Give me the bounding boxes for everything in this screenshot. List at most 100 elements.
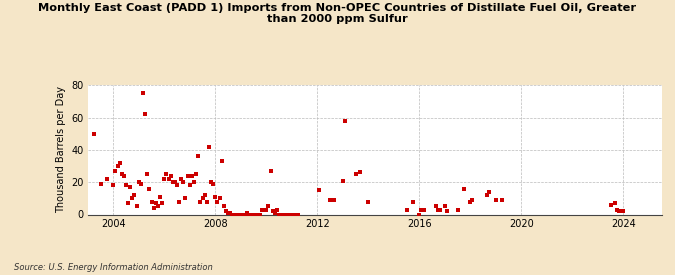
Point — [259, 207, 269, 212]
Point — [197, 196, 208, 200]
Point — [140, 112, 151, 117]
Point — [214, 196, 225, 200]
Point — [416, 207, 427, 212]
Point — [191, 172, 202, 176]
Point — [240, 212, 250, 217]
Point — [88, 131, 99, 136]
Point — [418, 207, 429, 212]
Point — [157, 201, 167, 205]
Point — [408, 199, 418, 204]
Point — [121, 183, 132, 188]
Point — [431, 204, 441, 209]
Point — [167, 180, 178, 184]
Point — [246, 212, 257, 217]
Point — [497, 198, 508, 202]
Point — [269, 211, 280, 215]
Point — [116, 172, 127, 176]
Point — [176, 177, 187, 181]
Point — [350, 172, 361, 176]
Point — [153, 204, 163, 209]
Point — [291, 212, 302, 217]
Point — [265, 169, 276, 173]
Point — [151, 201, 161, 205]
Point — [225, 211, 236, 215]
Point — [261, 207, 271, 212]
Point — [458, 186, 469, 191]
Point — [325, 198, 335, 202]
Point — [210, 194, 221, 199]
Point — [293, 212, 304, 217]
Y-axis label: Thousand Barrels per Day: Thousand Barrels per Day — [55, 86, 65, 213]
Point — [171, 183, 182, 188]
Point — [284, 212, 295, 217]
Point — [129, 193, 140, 197]
Point — [278, 212, 289, 217]
Point — [452, 207, 463, 212]
Point — [193, 154, 204, 158]
Point — [223, 211, 234, 215]
Point — [208, 182, 219, 186]
Point — [180, 196, 191, 200]
Point — [340, 119, 350, 123]
Point — [414, 212, 425, 217]
Point — [216, 159, 227, 163]
Point — [165, 174, 176, 178]
Point — [605, 203, 616, 207]
Point — [159, 177, 169, 181]
Point — [286, 212, 297, 217]
Point — [238, 212, 248, 217]
Point — [173, 199, 184, 204]
Point — [203, 144, 214, 149]
Point — [256, 207, 267, 212]
Point — [189, 180, 200, 184]
Point — [244, 212, 254, 217]
Point — [267, 209, 278, 213]
Point — [612, 207, 622, 212]
Point — [314, 188, 325, 192]
Point — [467, 198, 478, 202]
Text: Monthly East Coast (PADD 1) Imports from Non-OPEC Countries of Distillate Fuel O: Monthly East Coast (PADD 1) Imports from… — [38, 3, 637, 24]
Point — [134, 180, 144, 184]
Point — [161, 172, 171, 176]
Point — [148, 206, 159, 210]
Point — [119, 174, 130, 178]
Point — [273, 212, 284, 217]
Point — [465, 199, 476, 204]
Point — [433, 207, 443, 212]
Point — [229, 212, 240, 217]
Point — [127, 196, 138, 200]
Point — [435, 207, 446, 212]
Point — [252, 212, 263, 217]
Point — [218, 204, 229, 209]
Point — [329, 198, 340, 202]
Point — [123, 201, 134, 205]
Point — [221, 209, 232, 213]
Point — [338, 178, 348, 183]
Point — [248, 212, 259, 217]
Point — [144, 186, 155, 191]
Point — [614, 209, 624, 213]
Point — [227, 212, 238, 217]
Point — [618, 209, 628, 213]
Point — [205, 180, 216, 184]
Point — [282, 212, 293, 217]
Point — [263, 204, 273, 209]
Point — [163, 177, 174, 181]
Point — [354, 170, 365, 175]
Point — [250, 212, 261, 217]
Point — [199, 193, 210, 197]
Point — [288, 212, 299, 217]
Point — [236, 212, 246, 217]
Point — [212, 199, 223, 204]
Point — [184, 183, 195, 188]
Point — [155, 194, 165, 199]
Point — [146, 199, 157, 204]
Point — [125, 185, 136, 189]
Point — [490, 198, 501, 202]
Point — [112, 164, 123, 168]
Point — [242, 211, 252, 215]
Point — [441, 209, 452, 213]
Point — [186, 174, 197, 178]
Point — [484, 190, 495, 194]
Point — [201, 199, 212, 204]
